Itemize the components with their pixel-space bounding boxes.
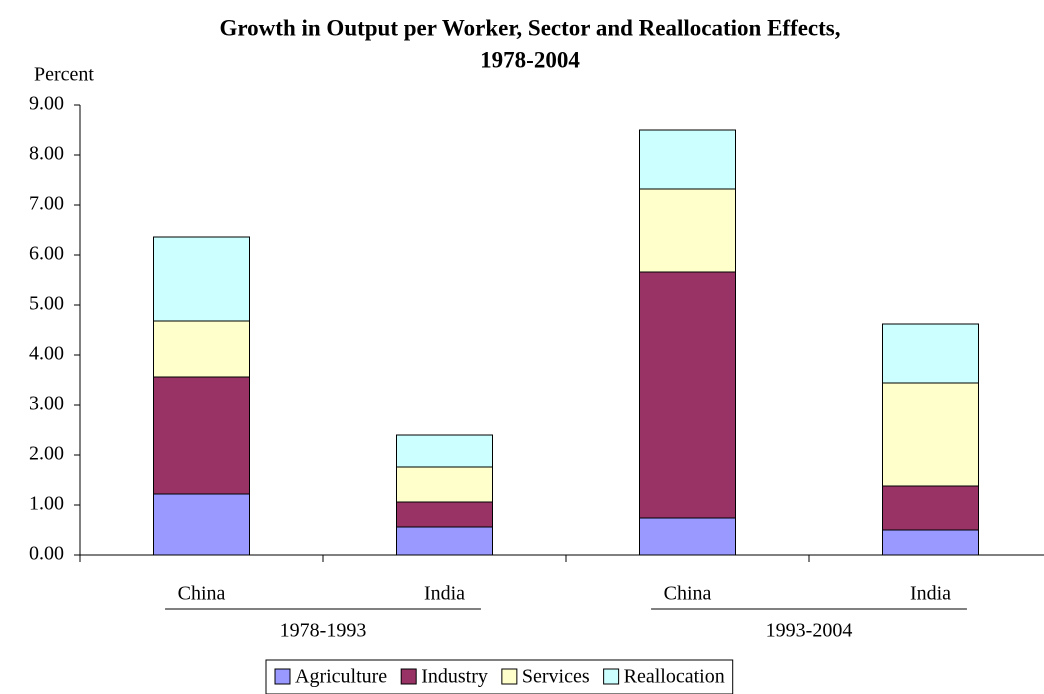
legend-label: Services [522,666,590,688]
legend-swatch [400,668,417,685]
chart-title: Growth in Output per Worker, Sector and … [220,15,841,40]
bar-segment [882,485,979,531]
legend-box [265,659,734,694]
bar-segment [396,501,493,528]
y-tick-label: 3.00 [29,393,64,415]
x-tick-label: China [664,583,712,605]
legend-swatch [603,668,620,685]
bar-segment [639,188,736,273]
y-tick-label: 2.00 [29,443,64,465]
bar-segment [639,271,736,519]
legend-label: Reallocation [624,666,725,688]
legend-label: Industry [421,666,488,688]
bar-segment [153,320,250,378]
x-tick-label: India [424,583,465,605]
legend-swatch [501,668,518,685]
chart-title: 1978-2004 [480,47,580,72]
bar-segment [396,526,493,556]
bar-segment [882,323,979,384]
y-tick-label: 1.00 [29,493,64,515]
y-tick-label: 9.00 [29,93,64,115]
bar-segment [153,236,250,322]
legend-swatch [274,668,291,685]
bar-segment [639,129,736,190]
group-label: 1993-2004 [766,620,853,642]
bar-segment [396,434,493,468]
bar-segment [639,517,736,556]
bar-segment [153,376,250,495]
y-tick-label: 4.00 [29,343,64,365]
bar-segment [882,382,979,487]
bar-segment [396,466,493,503]
y-tick-label: 6.00 [29,243,64,265]
bar-segment [153,493,250,556]
x-tick-label: China [178,583,226,605]
y-tick-label: 7.00 [29,193,64,215]
y-axis-label: Percent [34,64,94,86]
y-tick-label: 0.00 [29,543,64,565]
group-label: 1978-1993 [280,620,367,642]
legend-label: Agriculture [295,666,387,688]
y-tick-label: 8.00 [29,143,64,165]
y-tick-label: 5.00 [29,293,64,315]
x-tick-label: India [910,583,951,605]
bar-segment [882,529,979,556]
